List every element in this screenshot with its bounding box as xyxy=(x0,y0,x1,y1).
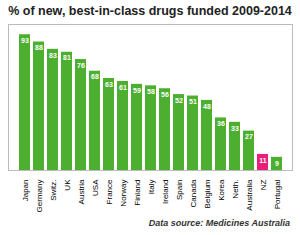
svg-text:Germany: Germany xyxy=(35,180,44,213)
svg-text:USA: USA xyxy=(91,179,100,196)
svg-text:88: 88 xyxy=(35,44,43,51)
svg-text:36: 36 xyxy=(217,120,225,127)
svg-text:Japan: Japan xyxy=(21,180,30,202)
svg-text:UK: UK xyxy=(63,179,72,191)
svg-text:Finland: Finland xyxy=(133,180,142,206)
svg-text:81: 81 xyxy=(63,54,71,61)
svg-text:83: 83 xyxy=(49,52,57,59)
svg-text:58: 58 xyxy=(147,88,155,95)
svg-text:Austria: Austria xyxy=(77,179,86,204)
svg-text:48: 48 xyxy=(203,103,211,110)
svg-text:France: France xyxy=(105,179,114,204)
svg-text:Switz.: Switz. xyxy=(49,180,58,201)
svg-text:63: 63 xyxy=(105,81,113,88)
svg-text:Neth.: Neth. xyxy=(231,180,240,199)
svg-text:11: 11 xyxy=(259,157,267,164)
svg-text:33: 33 xyxy=(231,125,239,132)
svg-text:Italy: Italy xyxy=(147,180,156,195)
svg-text:61: 61 xyxy=(119,84,127,91)
svg-text:59: 59 xyxy=(133,87,141,94)
svg-text:52: 52 xyxy=(175,97,183,104)
svg-text:Canada: Canada xyxy=(189,179,198,208)
svg-text:Belgium: Belgium xyxy=(203,179,212,208)
svg-text:Norway: Norway xyxy=(119,180,128,207)
svg-text:51: 51 xyxy=(189,98,197,105)
svg-text:NZ: NZ xyxy=(259,179,268,190)
svg-text:Australia: Australia xyxy=(245,179,254,211)
svg-text:Korea: Korea xyxy=(217,179,226,201)
html-text:% of new, best-in-class drugs: % of new, best-in-class drugs funded 200… xyxy=(8,4,292,18)
svg-text:Ireland: Ireland xyxy=(161,180,170,204)
svg-text:56: 56 xyxy=(161,91,169,98)
svg-text:Portugal: Portugal xyxy=(273,179,282,209)
svg-text:93: 93 xyxy=(21,37,29,44)
svg-text:76: 76 xyxy=(77,62,85,69)
svg-text:27: 27 xyxy=(245,133,253,140)
svg-text:Spain: Spain xyxy=(175,180,184,200)
svg-text:9: 9 xyxy=(275,160,279,167)
html-text:Data source: Medicines Austral: Data source: Medicines Australia xyxy=(148,218,290,228)
svg-text:68: 68 xyxy=(91,73,99,80)
